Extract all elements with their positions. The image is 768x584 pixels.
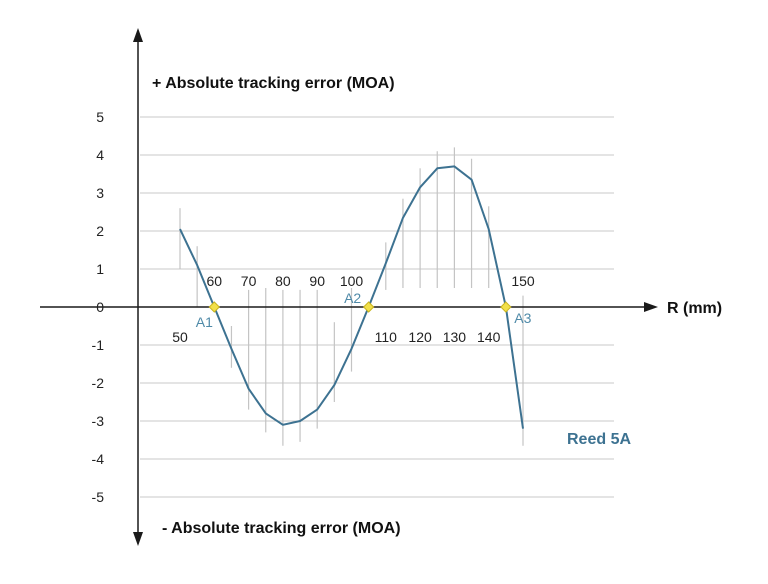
annotation-markers: A1 A2 A3 [196,290,532,330]
y-tick-label: 5 [96,109,104,125]
x-tick-label: 70 [241,273,257,289]
y-tick-label: 0 [96,299,104,315]
y-tick-label: 2 [96,223,104,239]
x-tick-label: 150 [511,273,535,289]
y-tick-label: 3 [96,185,104,201]
series-label-reed-5a: Reed 5A [567,431,631,448]
grid-lines [140,116,614,498]
series-line [179,165,524,429]
series-lines [179,165,524,429]
axes [40,28,658,546]
x-tick-label: 50 [172,329,188,345]
y-tick-label: -1 [92,337,105,353]
x-tick-label: 120 [408,329,432,345]
x-axis-arrow [644,302,658,312]
y-tick-label: -3 [92,413,105,429]
x-tick-label: 100 [340,273,364,289]
y-tick-label: -2 [92,375,105,391]
y-tick-labels: 5 4 3 2 1 0 -1 -2 -3 -4 -5 [92,109,105,505]
x-tick-label: 110 [375,329,398,345]
y-axis-title-bottom: - Absolute tracking error (MOA) [162,520,401,537]
annotation-marker [500,301,512,313]
x-axis-title: R (mm) [667,300,722,317]
x-tick-label: 140 [477,329,501,345]
y-axis-arrow-up [133,28,143,42]
y-tick-label: -5 [92,489,105,505]
y-tick-label: -4 [92,451,105,467]
y-axis-title-top: + Absolute tracking error (MOA) [152,75,395,92]
annotation-label: A1 [196,314,213,330]
annotation-marker [208,301,221,313]
annotation-label: A3 [514,310,531,326]
annotation-label: A2 [344,290,361,306]
y-tick-label: 4 [96,147,104,163]
y-tick-label: 1 [96,261,104,277]
x-tick-label: 90 [309,273,325,289]
x-tick-label: 80 [275,273,291,289]
annotation-marker [362,301,375,313]
x-tick-label: 130 [443,329,467,345]
y-axis-arrow-down [133,532,143,546]
x-tick-label: 60 [207,273,223,289]
x-tick-labels: 50 60 70 80 90 100 110 120 130 140 150 [172,273,535,345]
